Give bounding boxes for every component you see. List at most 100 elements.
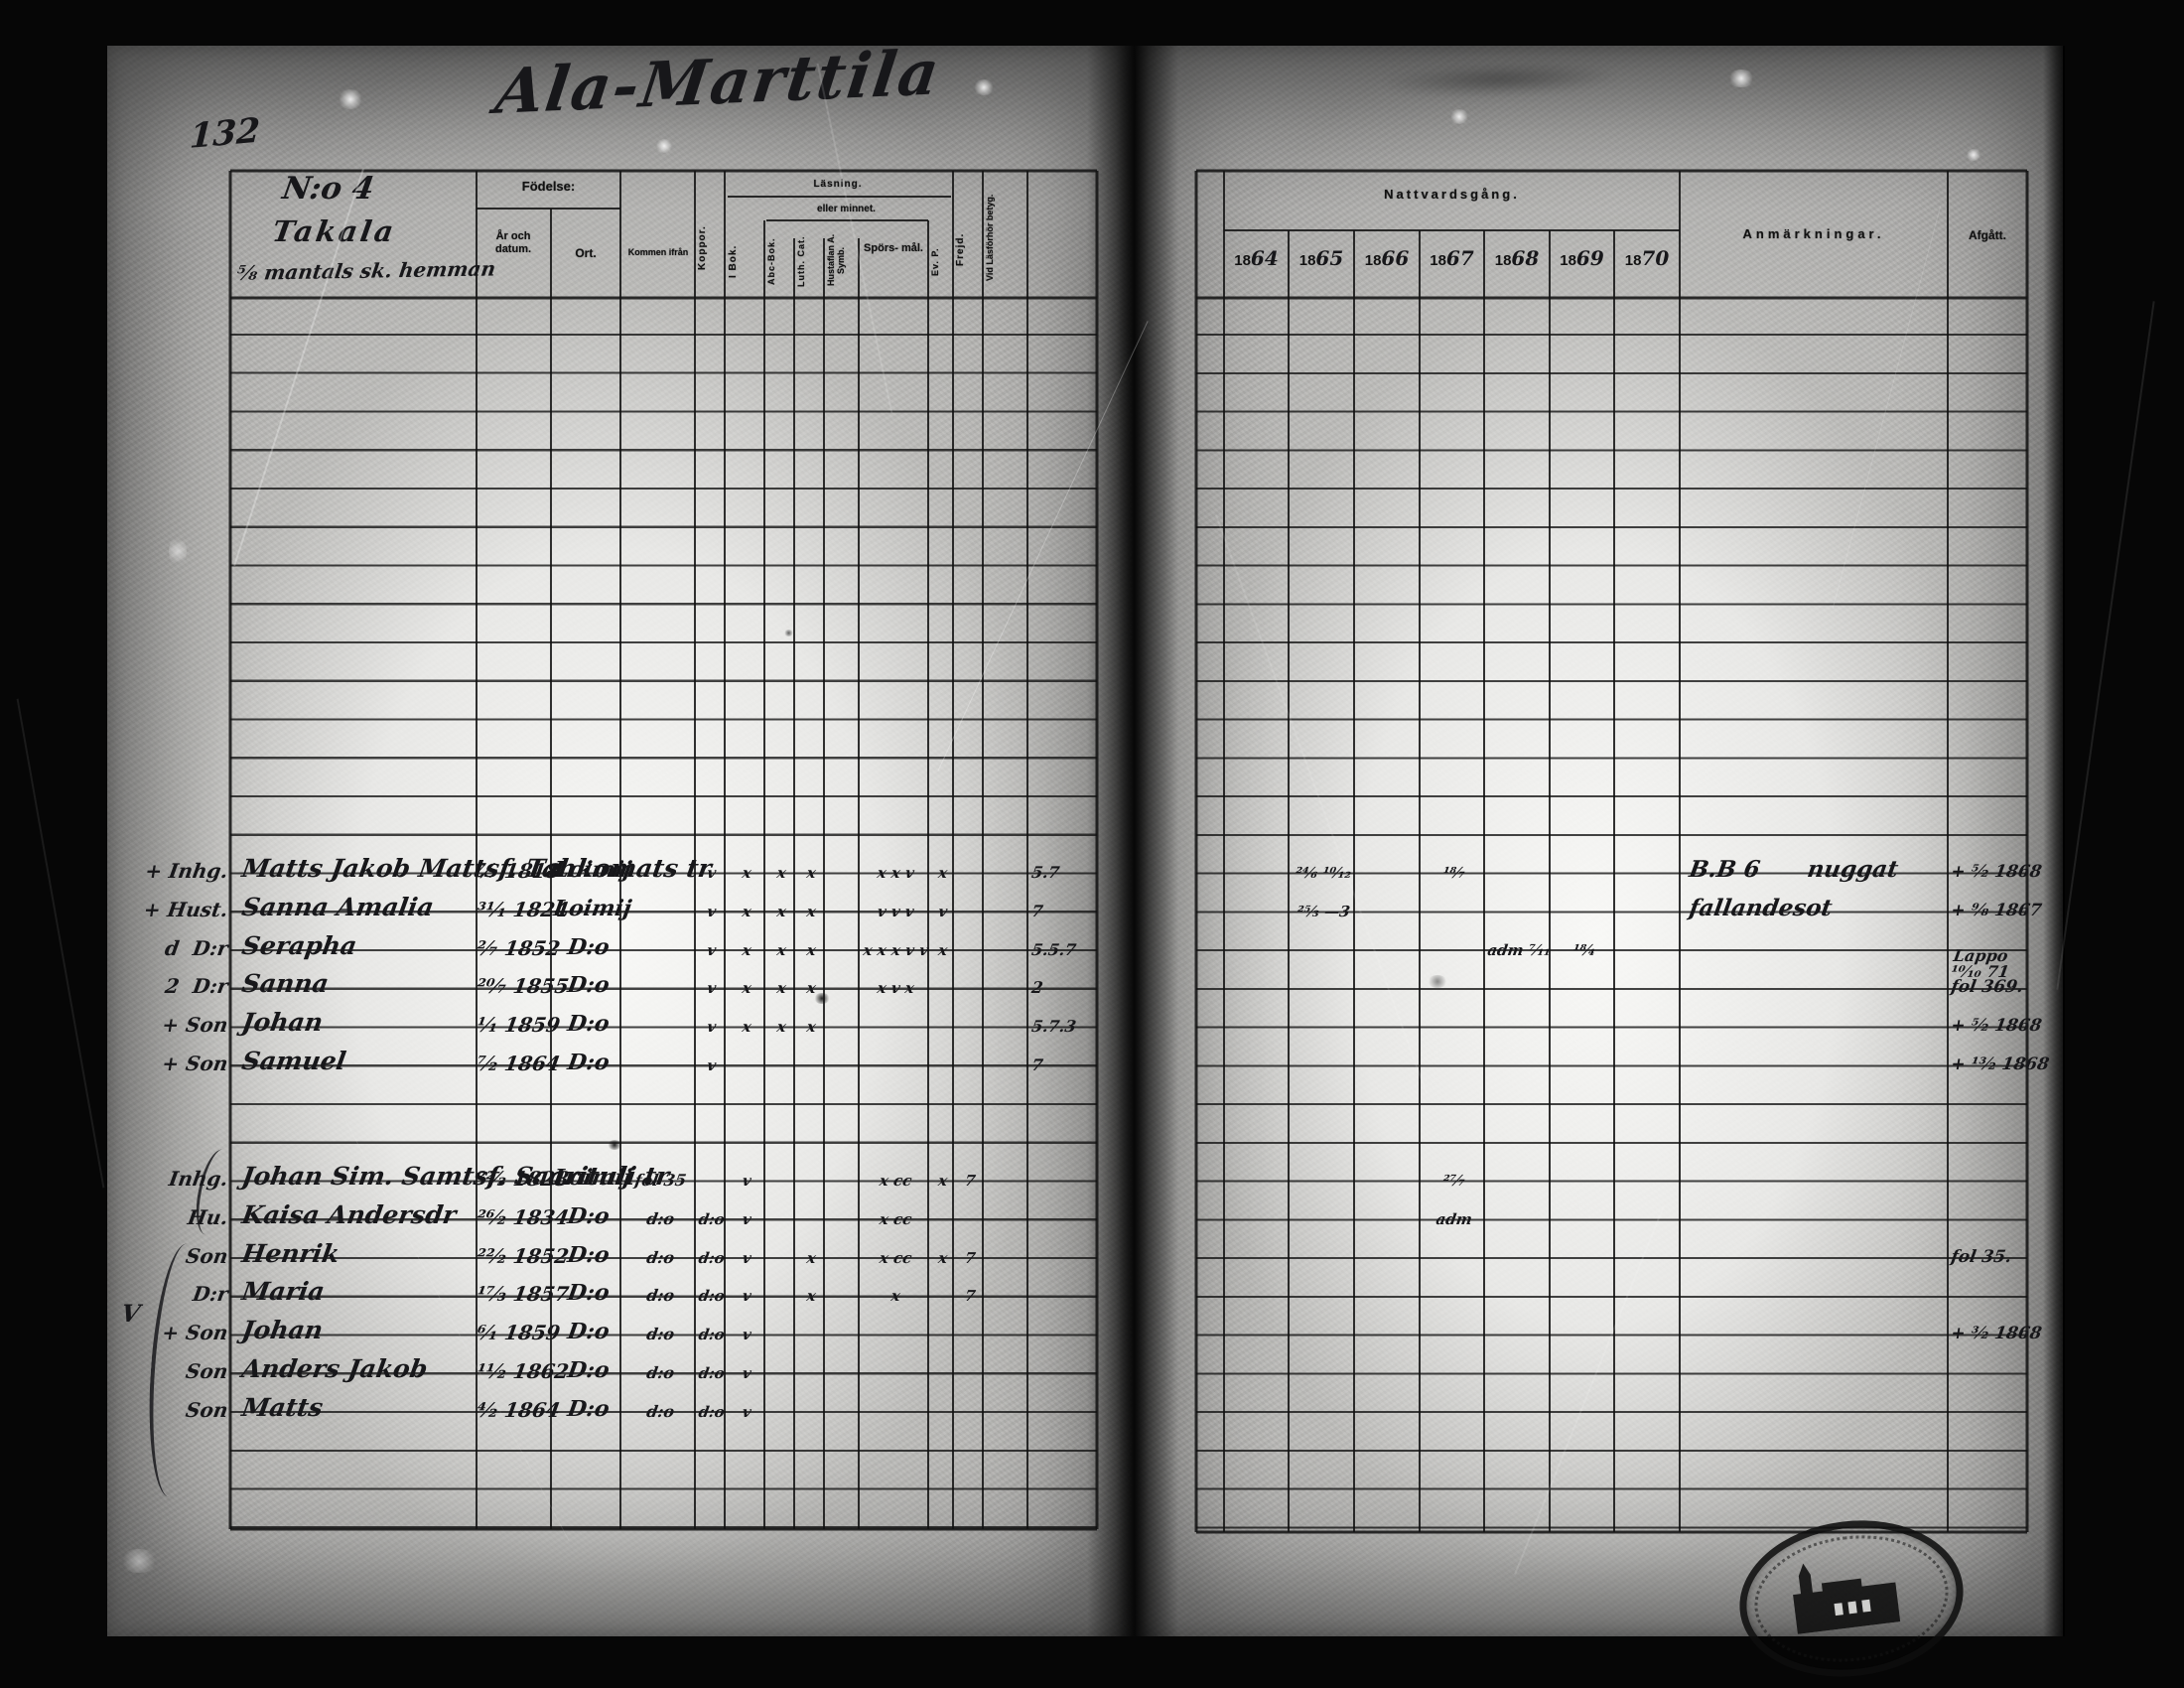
col-header-birth-group: Födelse: <box>521 179 576 194</box>
reading-mark: x <box>741 941 753 959</box>
year-written: 69 <box>1575 246 1604 270</box>
table-row: + Son Johan ¹⁄₁ 1859 D:o v x x x 5.7.3 +… <box>0 999 2184 1037</box>
table-row: 2 D:r Sanna ²⁰⁄₇ 1855 D:o v x x x x v x … <box>0 960 2184 998</box>
came-from: d:o <box>644 1363 676 1382</box>
questions-mark: x cc <box>878 1172 913 1190</box>
year-header-1864: 1864 <box>1224 246 1289 270</box>
questions-mark: x x x v v <box>862 941 930 959</box>
smallpox-mark: v <box>705 941 718 959</box>
questions-mark: x cc <box>878 1249 913 1267</box>
table-row: + Inhg. Matts Jakob Mattsf. Tahkomats tr… <box>0 845 2184 883</box>
person-name: Matts Jakob Mattsf. Tahkomats tr <box>239 854 714 883</box>
smallpox-mark: d:o <box>697 1326 727 1343</box>
conduct-mark: 7 <box>963 1249 977 1267</box>
evp-mark: x <box>936 864 949 882</box>
person-name: Sanna <box>239 969 332 998</box>
birth-date: ²⁰⁄₇ 1855 <box>475 974 571 998</box>
person-name: Matts <box>239 1393 326 1422</box>
birth-place: Loimij <box>551 896 633 921</box>
came-from: d:o <box>644 1325 676 1343</box>
relation-prefix: + Son <box>160 1052 230 1075</box>
year-written: 65 <box>1315 246 1344 270</box>
questions-mark: x cc <box>878 1210 913 1228</box>
col-header-by-memory: eller minnet. <box>817 204 876 214</box>
birth-place: D:o <box>565 934 612 960</box>
paper-fleck <box>119 1549 159 1573</box>
house-number: N:o 4 <box>280 171 377 207</box>
parish-archive-stamp <box>1730 1507 1973 1688</box>
birth-place: D:o <box>565 1396 612 1422</box>
departure-note: + ⁵⁄₂ 1868 <box>1949 1016 2044 1036</box>
conduct-mark: 7 <box>963 1287 977 1305</box>
remark: B.B 6 nuggat <box>1687 856 1901 883</box>
birth-place: Loimij <box>551 1165 633 1191</box>
relation-prefix: Son <box>184 1244 230 1268</box>
col-header-conduct: Frejd. <box>955 232 966 266</box>
ink-blot <box>784 630 793 636</box>
table-row: Son Matts ⁴⁄₂ 1864 D:o d:o d:o v <box>0 1384 2184 1422</box>
col-header-smallpox: Koppor. <box>697 225 708 271</box>
exam-grade: 2 <box>1029 978 1044 997</box>
year-header-1866: 1866 <box>1354 246 1420 270</box>
table-row: + Hust. Sanna Amalia ³¹⁄₁ 1824 Loimij v … <box>0 884 2184 921</box>
evp-mark: v <box>936 903 949 920</box>
communion-date: ²⁵⁄₃ —3 <box>1296 903 1352 920</box>
reading-mark: v <box>741 1403 753 1421</box>
year-print: 18 <box>1298 252 1316 269</box>
book-gutter <box>1087 46 1178 1636</box>
year-print: 18 <box>1234 252 1251 269</box>
exam-grade: 5.5.7 <box>1029 940 1078 959</box>
departure-note: + ⁹⁄₈ 1867 <box>1949 901 2044 920</box>
birth-date: ¹¹⁄₂ 1862 <box>475 1359 571 1383</box>
exam-grade: 5.7 <box>1029 863 1061 882</box>
smallpox-mark: d:o <box>697 1287 727 1305</box>
reading-mark: v <box>741 1364 753 1382</box>
communion-date: adm ⁷⁄₁₁ <box>1486 941 1553 959</box>
smallpox-mark: d:o <box>697 1403 727 1421</box>
reading-mark: x <box>805 864 818 882</box>
birth-place: D:o <box>565 1319 612 1344</box>
reading-mark: x <box>741 903 753 920</box>
smallpox-mark: d:o <box>697 1364 727 1382</box>
reading-mark: v <box>741 1210 753 1228</box>
departure-note: fol 35. <box>1949 1247 2013 1267</box>
col-header-departed: Afgått. <box>1969 228 2006 242</box>
reading-mark: x <box>805 1287 818 1305</box>
table-row: Hu. Kaisa Andersdr ²⁶⁄₂ 1834 D:o d:o d:o… <box>0 1192 2184 1229</box>
paper-fleck <box>655 139 673 153</box>
col-header-birth-place: Ort. <box>575 246 597 260</box>
reading-mark: x <box>805 903 818 920</box>
paper-fleck <box>1966 149 1981 161</box>
table-row: + Son Samuel ⁷⁄₂ 1864 D:o v 7 + ¹³⁄₂ 186… <box>0 1038 2184 1075</box>
birth-date: ⁷⁄₂ 1864 <box>475 1052 562 1075</box>
reading-mark: x <box>775 903 788 920</box>
birth-date: ¹⁷⁄₃ 1857 <box>475 1282 571 1306</box>
questions-mark: x <box>889 1287 902 1305</box>
questions-mark: x v x <box>876 979 916 997</box>
person-name: Kaisa Andersdr <box>239 1200 459 1229</box>
birth-place: D:o <box>565 1050 612 1075</box>
ruled-lines-left <box>230 334 1097 1531</box>
birth-date: ⁴⁄₂ 1864 <box>475 1398 562 1422</box>
relation-prefix: + Son <box>160 1321 230 1344</box>
birth-date: ¹⁄₁ 1859 <box>475 1013 562 1037</box>
conduct-mark: 7 <box>963 1172 977 1190</box>
smallpox-mark: v <box>705 1056 718 1074</box>
relation-prefix: + Inhg. <box>143 859 230 883</box>
paper-fleck <box>1449 109 1469 124</box>
col-header-remarks: Anmärkningar. <box>1742 226 1885 241</box>
ink-blot <box>608 1140 621 1150</box>
person-name: Johan <box>239 1316 326 1344</box>
evp-mark: x <box>936 1249 949 1267</box>
departure-note: + ³⁄₂ 1868 <box>1949 1324 2044 1343</box>
reading-mark: x <box>741 864 753 882</box>
came-from: d:o <box>644 1209 676 1228</box>
col-header-abc-book: Abc-Bok. <box>766 237 776 285</box>
year-written: 68 <box>1511 246 1540 270</box>
smallpox-mark: v <box>705 979 718 997</box>
ink-blot <box>814 993 830 1004</box>
communion-date: ¹⁸⁄₄ <box>1571 941 1597 959</box>
ruled-lines-right <box>1196 334 2027 1534</box>
reading-mark: x <box>741 1018 753 1036</box>
paper-fleck <box>338 89 363 109</box>
